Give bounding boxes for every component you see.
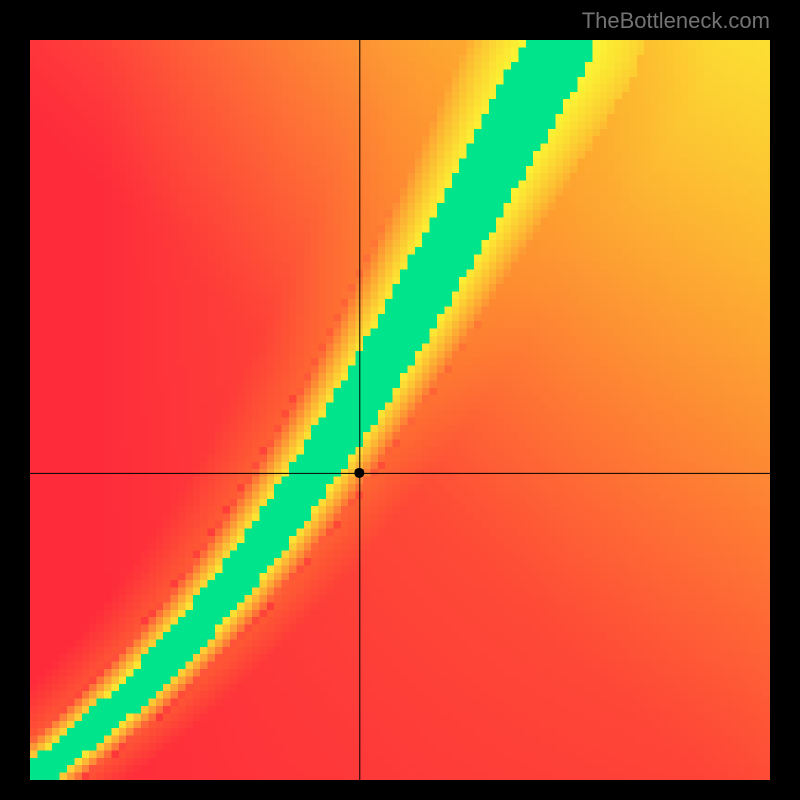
crosshair-overlay: [30, 40, 770, 780]
plot-area: [30, 40, 770, 780]
watermark-text: TheBottleneck.com: [582, 8, 770, 34]
chart-container: TheBottleneck.com: [0, 0, 800, 800]
